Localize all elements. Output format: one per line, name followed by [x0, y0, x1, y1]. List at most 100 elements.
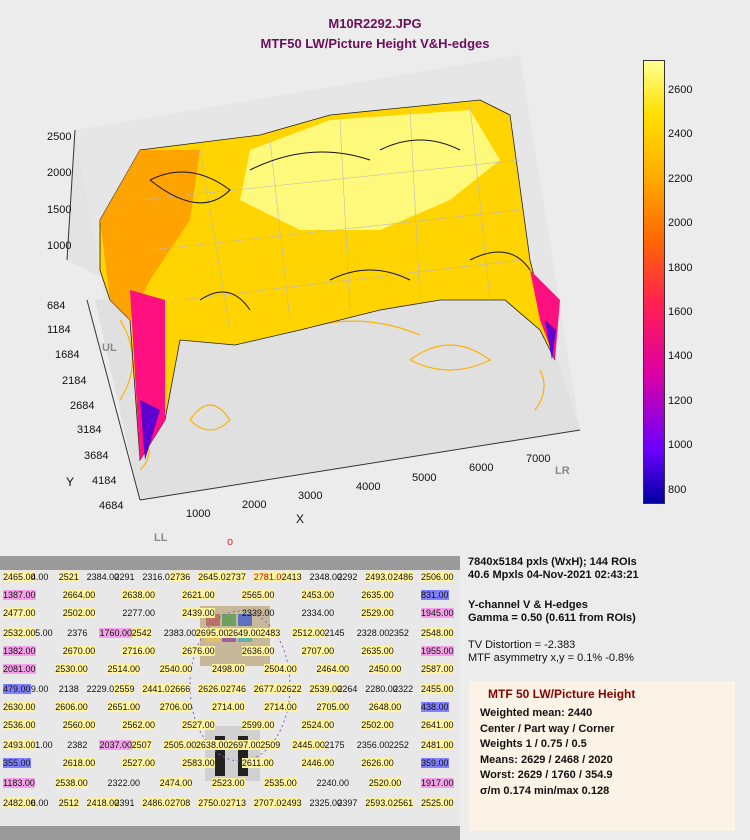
- x-tick: 7000: [526, 453, 551, 465]
- colorbar-tick: 800: [668, 484, 687, 496]
- roi-value: 2530.00: [55, 664, 88, 674]
- roi-value: 2464.00: [316, 664, 350, 674]
- roi-value: 2708: [170, 798, 191, 808]
- roi-value: 5.00: [35, 628, 53, 638]
- roi-value: 2138: [58, 684, 79, 694]
- roi-value: 2750.00: [198, 798, 231, 808]
- roi-value: 2677.00: [253, 684, 287, 694]
- roi-value: 2565.00: [241, 590, 275, 600]
- roi-value: 2482.00: [3, 798, 36, 808]
- roi-value: 2376: [67, 628, 88, 638]
- roi-value: 2714.00: [264, 702, 297, 712]
- roi-value: 2397: [337, 798, 358, 808]
- surface-drop-right-tip: [545, 320, 556, 360]
- roi-value: 2382: [67, 740, 88, 750]
- roi-value: 2737: [225, 572, 246, 582]
- roi-value: 2626.00: [361, 758, 394, 768]
- info-mtf-asymmetry: MTF asymmetry x,y = 0.1% -0.8%: [468, 652, 634, 664]
- x-tick: 6000: [469, 462, 494, 474]
- roi-value: 2339.00: [241, 608, 275, 618]
- roi-value: 2695.00: [195, 628, 229, 638]
- roi-value: 2664.00: [62, 590, 96, 600]
- roi-value: 2453.00: [301, 590, 335, 600]
- roi-value: 2648.00: [368, 702, 402, 712]
- z-tick: 1000: [47, 240, 72, 252]
- roi-value: 2506.00: [421, 572, 454, 582]
- roi-value: 2697.00: [228, 740, 261, 750]
- surface-orange-left: [100, 150, 200, 320]
- roi-value: 2441.00: [142, 684, 175, 694]
- roi-value: 2538.00: [55, 778, 88, 788]
- roi-value: 2334.00: [301, 608, 335, 618]
- x-axis-label: X: [296, 512, 305, 526]
- roi-value: 2559: [114, 684, 135, 694]
- roi-value: 479.00: [3, 684, 31, 694]
- roi-value: 2502.00: [361, 720, 394, 730]
- roi-value: 2322.00: [107, 778, 141, 788]
- corner-lr: LR: [555, 465, 570, 477]
- roi-value: 2352: [388, 628, 409, 638]
- roi-value: 2493.00: [365, 572, 398, 582]
- roi-value: 2527.00: [122, 758, 155, 768]
- roi-value: 2746: [225, 684, 246, 694]
- y-tick: 1684: [55, 349, 80, 361]
- roi-value: 2291: [114, 572, 135, 582]
- roi-value: 2486: [393, 572, 414, 582]
- summary-weighted-mean: Weighted mean: 2440: [480, 707, 593, 719]
- roi-value: 2714.00: [212, 702, 245, 712]
- surface-mesh: [139, 104, 521, 331]
- roi-value: 2280.00: [365, 684, 398, 694]
- roi-value: 2446.00: [301, 758, 335, 768]
- roi-value: 2636.00: [241, 646, 275, 656]
- roi-value: 2527.00: [182, 720, 215, 730]
- roi-value: 2502.00: [62, 608, 96, 618]
- roi-value: 2525.00: [421, 798, 454, 808]
- roi-value: 2626.00: [198, 684, 231, 694]
- roi-value: 2512.00: [292, 628, 325, 638]
- roi-value: 4.00: [30, 572, 49, 582]
- roi-value: 2477.00: [3, 608, 36, 618]
- roi-value: 2081.00: [3, 664, 36, 674]
- roi-value: 2316.00: [142, 572, 175, 582]
- roi-value: 2356.00: [356, 740, 390, 750]
- y-tick: 1184: [47, 324, 71, 336]
- roi-value: 2736: [170, 572, 191, 582]
- roi-value: 2252: [388, 740, 409, 750]
- center-marker: o: [227, 536, 234, 548]
- chart-title: M10R2292.JPG: [328, 16, 422, 31]
- roi-value: 2618.00: [62, 758, 96, 768]
- roi-value: 2593.00: [365, 798, 398, 808]
- roi-value: 2418.00: [86, 798, 120, 808]
- roi-value: 2325.00: [309, 798, 343, 808]
- roi-chart-image: 2465.00 4.00 2521 2384.00 2291 2316.00 2736 264…: [0, 556, 460, 840]
- info-tv-distortion: TV Distortion = -2.383: [468, 639, 576, 651]
- roi-value: 2465.00: [3, 572, 36, 582]
- roi-value: 1917.00: [421, 778, 454, 788]
- roi-value: 2535.00: [264, 778, 297, 788]
- y-tick: 684: [47, 300, 66, 312]
- summary-worst: Worst: 2629 / 1760 / 354.9: [480, 769, 613, 781]
- roi-value: 1382.00: [3, 646, 36, 656]
- x-axis-line: [139, 429, 581, 501]
- roi-value: 2413: [281, 572, 302, 582]
- roi-value: 2539.00: [309, 684, 343, 694]
- roi-value: 2599.00: [241, 720, 275, 730]
- info-mpxls-date: 40.6 Mpxls 04-Nov-2021 02:43:21: [468, 569, 639, 581]
- z-tick: 2500: [47, 131, 72, 143]
- z-tick: 1500: [47, 204, 72, 216]
- roi-value: 2322: [393, 684, 414, 694]
- roi-value: 2651.00: [107, 702, 141, 712]
- roi-value: 2439.00: [182, 608, 215, 618]
- y-axis-line: [86, 299, 141, 501]
- roi-value: 1760.00: [99, 628, 132, 638]
- surface-highlight: [240, 110, 500, 230]
- roi-value: 2542: [131, 628, 152, 638]
- x-tick: 2000: [242, 499, 267, 511]
- roi-value: 2493: [281, 798, 302, 808]
- corner-ll: LL: [154, 532, 168, 544]
- colorbar-tick: 1200: [668, 395, 693, 407]
- roi-value: 2705.00: [316, 702, 350, 712]
- roi-value: 2481.00: [421, 740, 454, 750]
- roi-value: 2676.00: [182, 646, 215, 656]
- roi-value: 1183.00: [3, 778, 35, 788]
